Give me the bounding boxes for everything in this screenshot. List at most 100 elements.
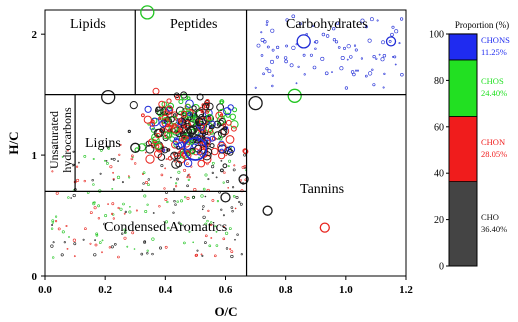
proportion-axis-ticks: 0 20 40 60 80 100	[429, 30, 450, 273]
scatter-point-cho	[248, 95, 263, 111]
scatter-point-fine	[232, 168, 236, 172]
scatter-point-fine	[215, 176, 218, 179]
scatter-point-fine	[159, 246, 163, 250]
scatter-point-fine	[145, 181, 149, 185]
bar-tick-label: 40	[434, 169, 444, 180]
scatter-point-chos	[188, 139, 194, 145]
scatter-point-fine	[173, 188, 176, 191]
scatter-point-cho	[202, 136, 206, 140]
scatter-point-fine	[95, 234, 99, 237]
scatter-point-fine	[99, 148, 103, 152]
scatter-point-fine	[72, 150, 75, 153]
scatter-point-chon	[219, 113, 223, 117]
scatter-point-fine	[383, 72, 386, 75]
scatter-point-fine	[234, 207, 237, 210]
scatter-point-fine	[94, 243, 98, 247]
scatter-point-fine	[92, 158, 95, 161]
scatter-point-fine	[382, 53, 387, 58]
scatter-point-fine	[360, 57, 364, 60]
scatter-point-fine	[372, 54, 376, 59]
scatter-point-cho	[129, 101, 138, 110]
scatter-point-fine	[112, 157, 116, 161]
scatter-point-fine	[112, 217, 115, 220]
scatter-point-fine	[129, 206, 131, 208]
scatter-points	[50, 5, 404, 259]
scatter-point-fine	[222, 181, 225, 184]
scatter-point-chon	[149, 121, 156, 127]
scatter-point-fine	[93, 206, 97, 210]
bar-series-name: CHON	[481, 137, 505, 147]
scatter-point-fine	[314, 39, 319, 44]
scatter-point-fine	[73, 242, 77, 246]
scatter-point-fine	[391, 25, 395, 29]
scatter-point-fine	[320, 56, 325, 61]
bar-series-percent: 36.40%	[481, 224, 507, 234]
scatter-point-fine	[394, 63, 397, 66]
scatter-point-fine	[75, 165, 79, 168]
proportion-panel: Proportion (%) CHO 36.40% CHON 28.05% CHOS 24…	[429, 20, 510, 273]
scatter-point-fine	[164, 198, 168, 202]
scatter-point-fine	[339, 66, 344, 71]
scatter-point-fine	[215, 244, 219, 247]
scatter-point-fine	[104, 214, 108, 218]
scatter-point-fine	[394, 29, 399, 34]
scatter-point-fine	[160, 173, 164, 177]
scatter-point-fine	[164, 245, 168, 249]
scatter-point-fine	[376, 19, 379, 22]
scatter-point-chon	[151, 119, 155, 124]
scatter-point-fine	[117, 255, 120, 259]
scatter-point-fine	[332, 27, 336, 31]
scatter-point-chon	[165, 105, 174, 114]
scatter-point-fine	[67, 149, 69, 152]
scatter-point-fine	[234, 238, 236, 241]
scatter-point-fine	[68, 236, 70, 238]
scatter-point-cho	[168, 116, 175, 123]
scatter-point-fine	[146, 249, 149, 252]
scatter-point-fine	[160, 164, 164, 168]
scatter-point-cho	[220, 168, 224, 173]
scatter-point-cho	[170, 151, 179, 160]
scatter-point-fine	[179, 223, 183, 226]
scatter-point-chos	[229, 113, 237, 121]
scatter-point-fine	[184, 195, 187, 199]
scatter-point-cho	[204, 131, 209, 136]
bar-segment-chon	[448, 116, 478, 182]
scatter-point-fine	[146, 252, 149, 255]
scatter-point-fine	[334, 40, 339, 44]
scatter-point-fine	[346, 44, 351, 49]
scatter-point-fine	[175, 182, 178, 185]
scatter-point-chos	[168, 124, 178, 134]
scatter-point-fine	[101, 251, 103, 254]
scatter-point-fine	[210, 223, 213, 227]
scatter-point-chons	[187, 111, 192, 117]
scatter-point-cho	[196, 93, 204, 101]
scatter-point-fine	[371, 68, 374, 72]
scatter-point-fine	[324, 71, 329, 76]
scatter-point-fine	[163, 187, 166, 190]
scatter-point-fine	[206, 219, 209, 223]
scatter-point-fine	[147, 183, 150, 186]
region-label-condensed-aromatics: Condensed Aromatics	[104, 220, 227, 235]
scatter-point-fine	[210, 221, 213, 224]
scatter-point-cho	[166, 148, 170, 152]
scatter-point-fine	[195, 253, 198, 257]
x-axis-ticks: 0.0 0.2 0.4 0.6 0.8 1.0 1.2	[38, 276, 413, 296]
scatter-point-chon	[161, 118, 171, 128]
scatter-point-cho	[238, 174, 249, 185]
scatter-point-fine	[352, 72, 356, 77]
scatter-point-fine	[63, 241, 66, 244]
scatter-point-fine	[271, 48, 275, 52]
scatter-point-fine	[123, 212, 126, 215]
bar-series-percent: 24.40%	[481, 88, 507, 98]
scatter-point-fine	[116, 175, 121, 179]
x-tick-label: 0.6	[219, 284, 233, 296]
scatter-point-fine	[146, 203, 149, 206]
scatter-point-fine	[368, 71, 373, 76]
scatter-point-fine	[360, 18, 365, 23]
scatter-point-fine	[208, 244, 212, 248]
scatter-point-fine	[110, 212, 114, 215]
scatter-point-cho	[195, 117, 204, 127]
proportion-title: Proportion (%)	[455, 20, 509, 30]
bar-tick-label: 100	[429, 30, 444, 41]
scatter-point-fine	[151, 237, 155, 241]
